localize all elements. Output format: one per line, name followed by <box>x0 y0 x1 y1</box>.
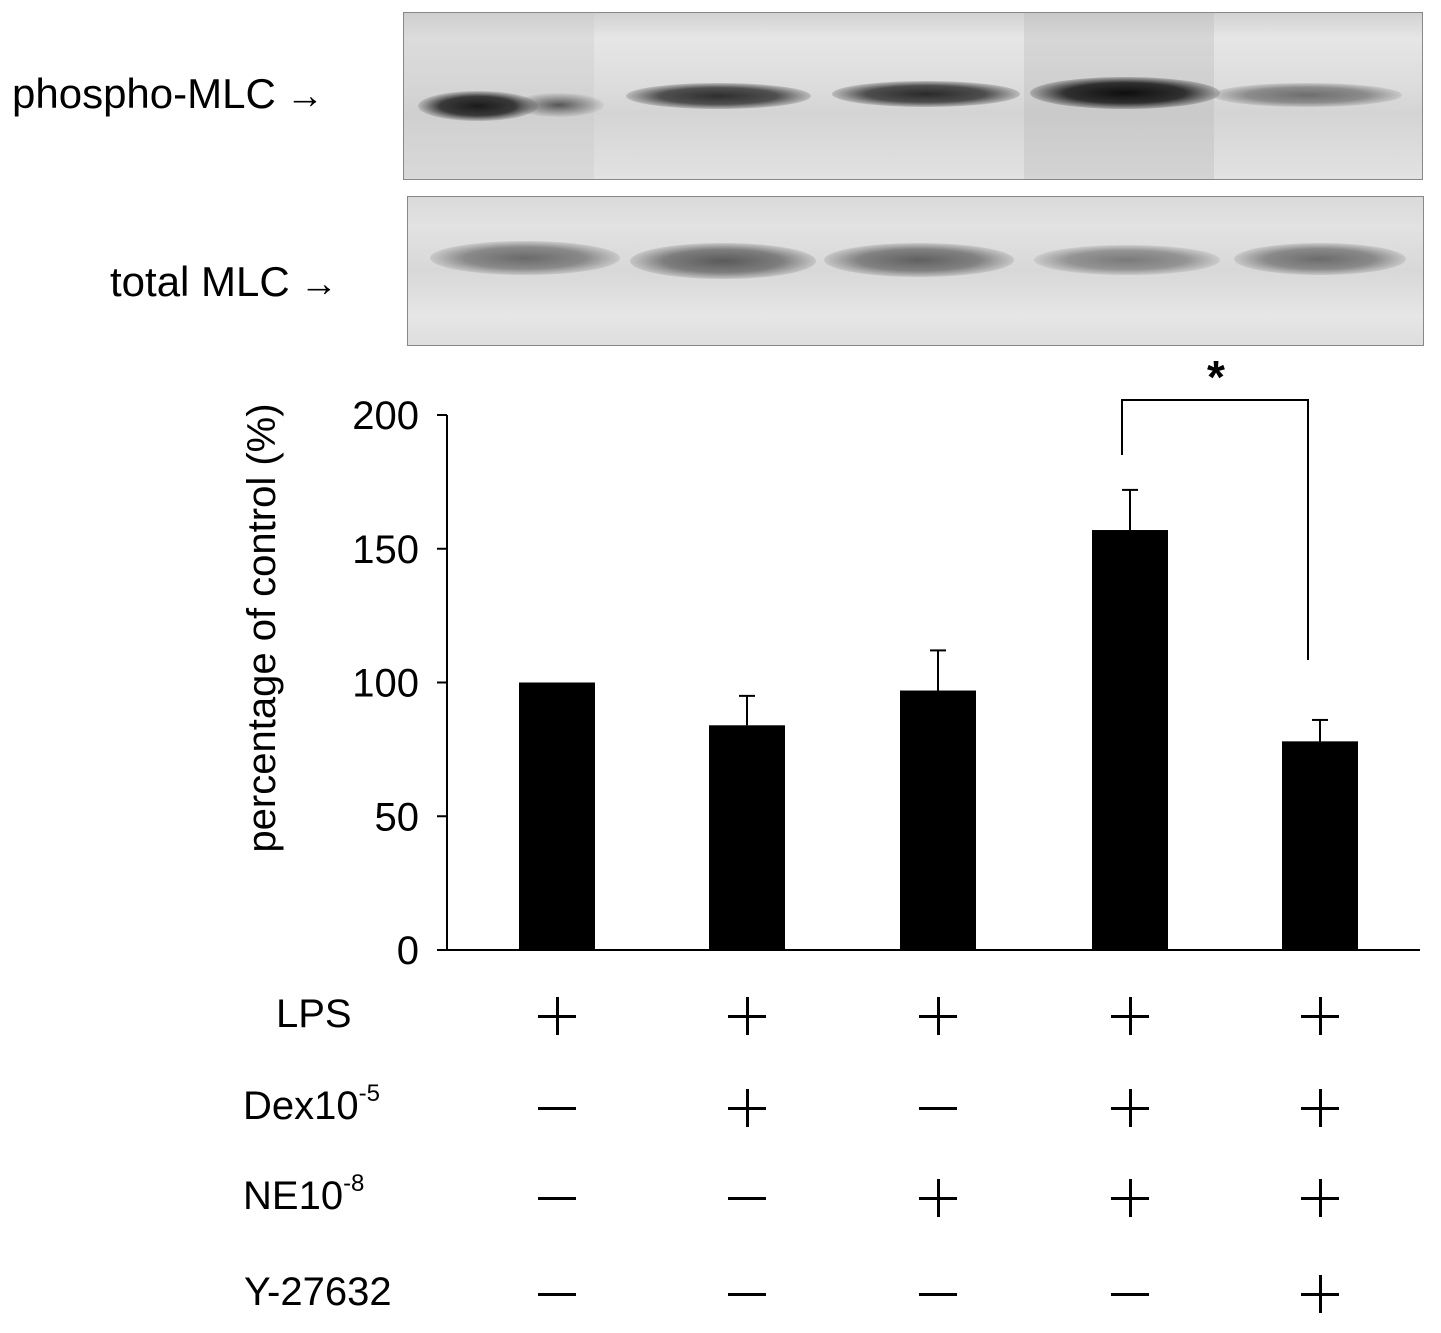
minus-icon <box>1111 1275 1149 1313</box>
plus-icon <box>1111 997 1149 1035</box>
treatment-label: Dex10-5 <box>243 1080 380 1129</box>
y-axis: 0 50 100 150 200 <box>352 394 1420 973</box>
plus-icon <box>1301 997 1339 1035</box>
minus-icon <box>919 1275 957 1313</box>
total-mlc-text: total MLC <box>110 258 290 305</box>
treatment-label: NE10-8 <box>243 1170 364 1219</box>
plus-icon <box>1111 1179 1149 1217</box>
significance-star: * <box>1207 351 1225 403</box>
minus-icon <box>538 1179 576 1217</box>
y-tick-label: 50 <box>375 795 420 839</box>
bar <box>709 725 785 950</box>
plus-icon <box>1111 1089 1149 1127</box>
significance-bracket: * <box>1121 351 1309 660</box>
phospho-mlc-label: phospho-MLC → <box>12 70 324 118</box>
bar <box>1282 741 1358 950</box>
minus-icon <box>538 1089 576 1127</box>
plus-icon <box>919 997 957 1035</box>
plus-icon <box>1301 1275 1339 1313</box>
phospho-mlc-text: phospho-MLC <box>12 70 276 117</box>
treatment-name: LPS <box>276 992 352 1036</box>
minus-icon <box>728 1275 766 1313</box>
total-mlc-blot-image <box>407 196 1424 346</box>
treatment-name: NE10 <box>243 1174 344 1218</box>
treatment-exponent: -5 <box>358 1080 380 1107</box>
bar <box>900 690 976 950</box>
plus-icon <box>919 1179 957 1217</box>
y-tick-label: 200 <box>352 394 419 438</box>
minus-icon <box>538 1275 576 1313</box>
arrow-icon: → <box>285 75 324 117</box>
plus-icon <box>728 1089 766 1127</box>
y-tick-label: 100 <box>352 662 419 706</box>
y-tick-label: 150 <box>352 528 419 572</box>
bracket-line <box>1121 399 1309 660</box>
bars <box>519 488 1358 950</box>
bar <box>1092 530 1168 950</box>
plus-icon <box>1301 1089 1339 1127</box>
plus-icon <box>728 997 766 1035</box>
arrow-icon: → <box>299 263 338 305</box>
plus-icon <box>1301 1179 1339 1217</box>
treatment-name: Dex10 <box>243 1084 359 1128</box>
bar <box>519 682 595 950</box>
minus-icon <box>919 1089 957 1127</box>
treatment-label: LPS <box>276 992 352 1037</box>
y-tick-label: 0 <box>397 929 419 973</box>
treatment-name: Y-27632 <box>244 1270 392 1314</box>
y-axis-label: percentage of control (%) <box>240 403 284 852</box>
treatment-exponent: -8 <box>343 1170 365 1197</box>
minus-icon <box>728 1179 766 1217</box>
treatment-label: Y-27632 <box>244 1270 392 1315</box>
total-mlc-label: total MLC → <box>110 258 338 306</box>
plus-icon <box>538 997 576 1035</box>
phospho-mlc-blot-image <box>403 12 1423 180</box>
